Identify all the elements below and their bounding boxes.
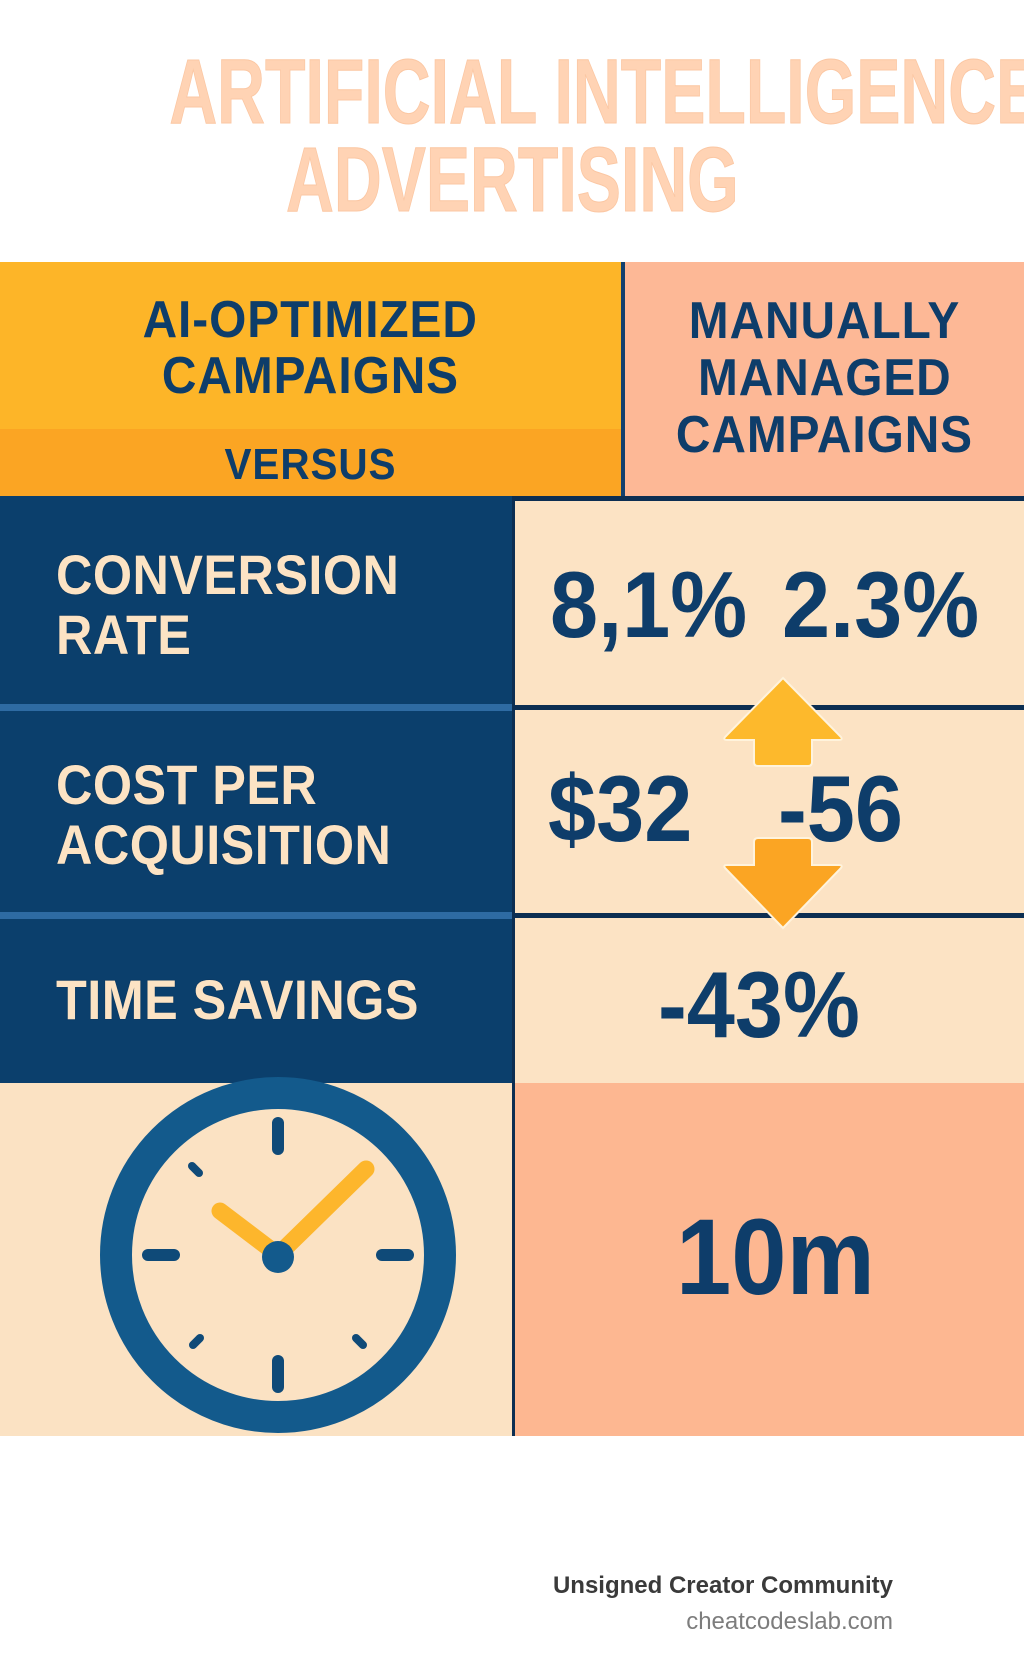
- versus-band: [0, 429, 621, 496]
- clock-icon: [100, 1077, 456, 1433]
- conversion-values-cell: [515, 501, 1024, 705]
- versus-text: VERSUS: [224, 440, 397, 489]
- ai-cpa-value: $32: [548, 762, 705, 856]
- ai-heading-line-2: CAMPAIGNS: [161, 347, 460, 405]
- label-line: TIME SAVINGS: [56, 968, 419, 1031]
- header-divider: [621, 262, 625, 496]
- page-title-text: ADVERTISING: [285, 129, 739, 231]
- arrow-down-icon: [723, 837, 843, 930]
- time-savings-value-cell: [515, 918, 1024, 1083]
- column-divider: [512, 496, 515, 1436]
- time-savings-value: -43%: [658, 958, 877, 1052]
- manual-heading-line-1: MANUALLY: [688, 292, 961, 350]
- ai-conversion-rate-value: 8,1%: [550, 558, 764, 652]
- value-text: 10m: [676, 1196, 875, 1317]
- indicator-arrows: [723, 676, 843, 930]
- footer-organization: Unsigned Creator Community: [552, 1572, 893, 1599]
- manual-heading: MANUALLY MANAGED CAMPAIGNS: [625, 293, 1024, 464]
- label-line: CONVERSION: [56, 543, 400, 606]
- page-title-text: ARTIFICIAL INTELLIGENCE: [169, 41, 1024, 143]
- metric-label-cost-per-acquisition: COST PER ACQUISITION: [56, 755, 429, 875]
- footer-website: cheatcodeslab.com: [686, 1608, 893, 1635]
- manual-cpa-value: -56: [778, 762, 914, 856]
- row-divider: [0, 912, 512, 919]
- value-text: -43%: [658, 952, 860, 1057]
- arrow-up-icon: [723, 676, 843, 767]
- page-title-line-2: ADVERTISING: [0, 129, 1024, 231]
- value-text: 8,1%: [550, 552, 748, 657]
- manual-header: [625, 262, 1024, 496]
- row-divider: [0, 704, 512, 711]
- time-value: 10m: [676, 1203, 892, 1311]
- manual-heading-line-2: MANAGED: [697, 349, 952, 407]
- metric-label-time-savings: TIME SAVINGS: [56, 970, 459, 1030]
- row-divider: [515, 913, 1024, 918]
- versus-label: VERSUS: [0, 440, 621, 490]
- ai-optimized-heading: AI-OPTIMIZED CAMPAIGNS: [0, 292, 621, 404]
- label-line: COST PER: [56, 753, 318, 816]
- row-divider: [512, 496, 1024, 501]
- metric-labels-column: [0, 496, 512, 1083]
- value-text: -56: [778, 756, 903, 861]
- manual-conversion-rate-value: 2.3%: [782, 558, 996, 652]
- value-text: $32: [548, 756, 693, 861]
- metric-label-conversion-rate: CONVERSION RATE: [56, 545, 438, 665]
- label-line: RATE: [56, 603, 192, 666]
- value-text: 2.3%: [782, 552, 980, 657]
- label-line: ACQUISITION: [56, 813, 392, 876]
- ai-optimized-header: [0, 262, 621, 429]
- page-title-line-1: ARTIFICIAL INTELLIGENCE: [0, 41, 1024, 143]
- manual-heading-line-3: CAMPAIGNS: [675, 406, 974, 464]
- time-panel: [515, 1083, 1024, 1436]
- ai-heading-line-1: AI-OPTIMIZED: [142, 291, 479, 349]
